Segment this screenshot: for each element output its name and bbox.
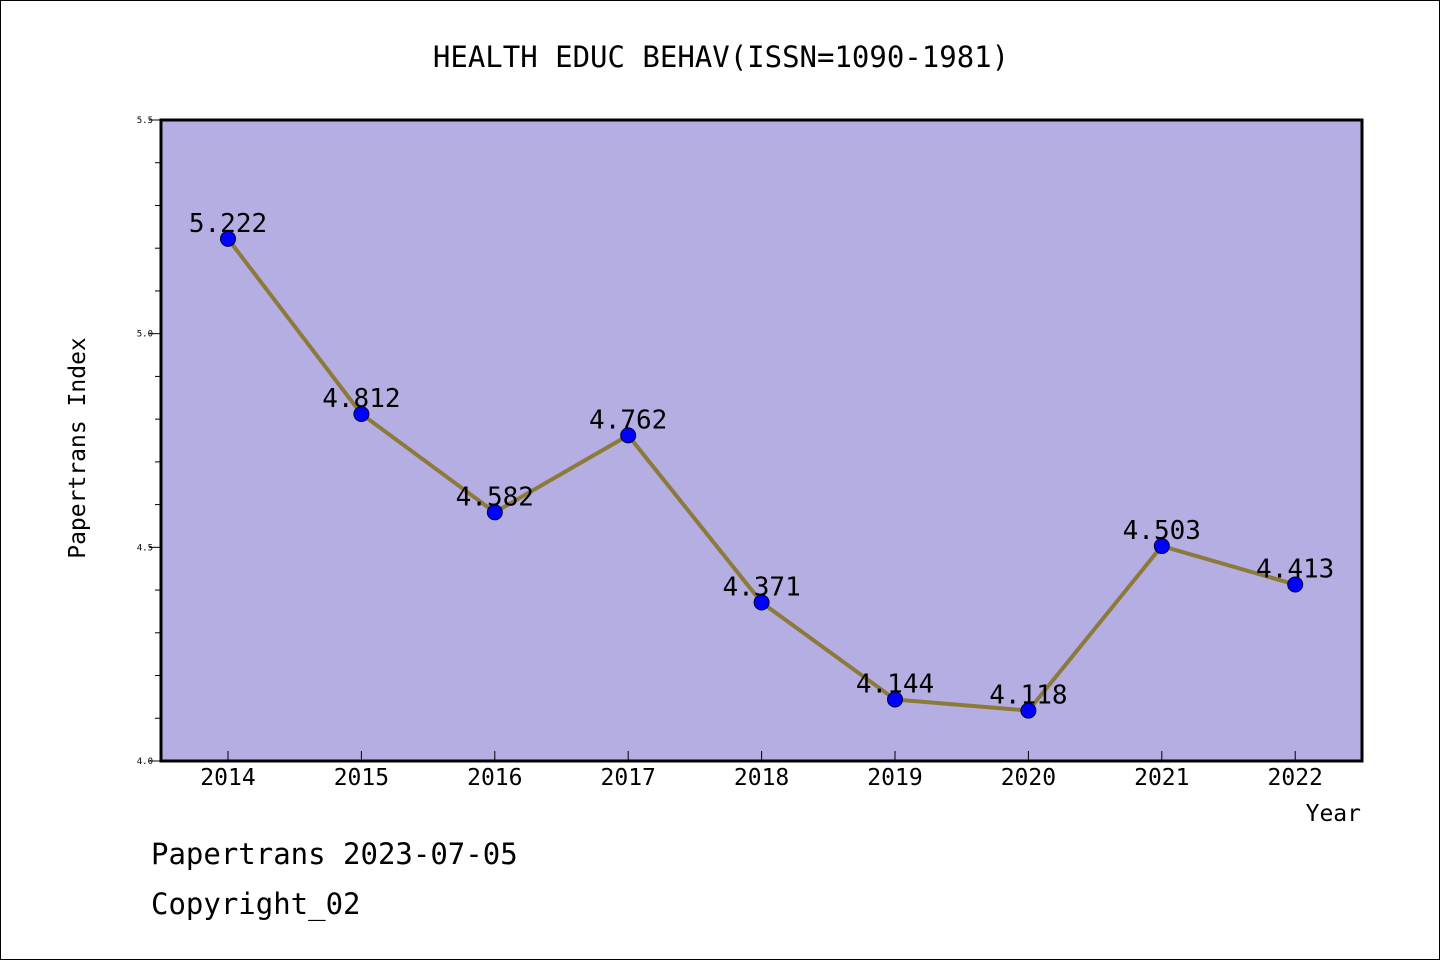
x-tick-label: 2022	[1268, 765, 1323, 791]
data-label: 4.144	[856, 669, 934, 699]
data-point	[486, 504, 503, 521]
data-label: 5.222	[189, 209, 267, 239]
y-tick-label: 4.0	[137, 757, 153, 767]
chart-title: HEALTH EDUC BEHAV(ISSN=1090-1981)	[433, 40, 1009, 74]
y-tick-label: 5.0	[137, 330, 153, 340]
data-point	[353, 406, 370, 423]
x-tick-label: 2016	[467, 765, 522, 791]
x-tick-label: 2015	[334, 765, 389, 791]
x-axis-ticks: 2014 2015 2016 2017 2018 2019 2020 2021 2022	[200, 751, 1323, 791]
y-axis-label: Papertrans Index	[65, 337, 91, 559]
data-label: 4.582	[456, 482, 534, 512]
x-tick-label: 2018	[734, 765, 789, 791]
data-point	[1287, 576, 1304, 593]
data-label: 4.118	[989, 681, 1067, 711]
y-axis-ticks: 4.0 4.5 5.0 5.5	[137, 116, 161, 767]
x-tick-label: 2020	[1001, 765, 1056, 791]
x-tick-label: 2014	[200, 765, 255, 791]
x-axis-label: Year	[1306, 801, 1361, 827]
x-tick-label: 2019	[867, 765, 922, 791]
data-point	[887, 691, 903, 708]
x-tick-label: 2021	[1134, 765, 1189, 791]
data-label: 4.503	[1123, 516, 1201, 546]
data-point	[1153, 538, 1170, 555]
data-point	[620, 427, 637, 444]
plot-area	[159, 118, 1364, 763]
data-point	[753, 594, 770, 611]
data-labels-group: 5.222 4.812 4.582 4.762 4.371 4.144 4.118 4.503…	[189, 209, 1334, 711]
data-label: 4.812	[322, 384, 400, 414]
x-tick-label: 2017	[601, 765, 656, 791]
footer-copyright: Copyright_02	[151, 887, 361, 922]
data-label: 4.762	[589, 405, 667, 435]
data-point	[220, 230, 236, 247]
footer-date: Papertrans 2023-07-05	[151, 837, 518, 871]
data-label: 4.371	[722, 572, 800, 602]
y-tick-label: 4.5	[137, 543, 153, 553]
data-label: 4.413	[1256, 555, 1334, 585]
y-tick-label: 5.5	[137, 116, 153, 126]
data-point	[1020, 702, 1037, 719]
series-line-group	[220, 230, 1304, 719]
